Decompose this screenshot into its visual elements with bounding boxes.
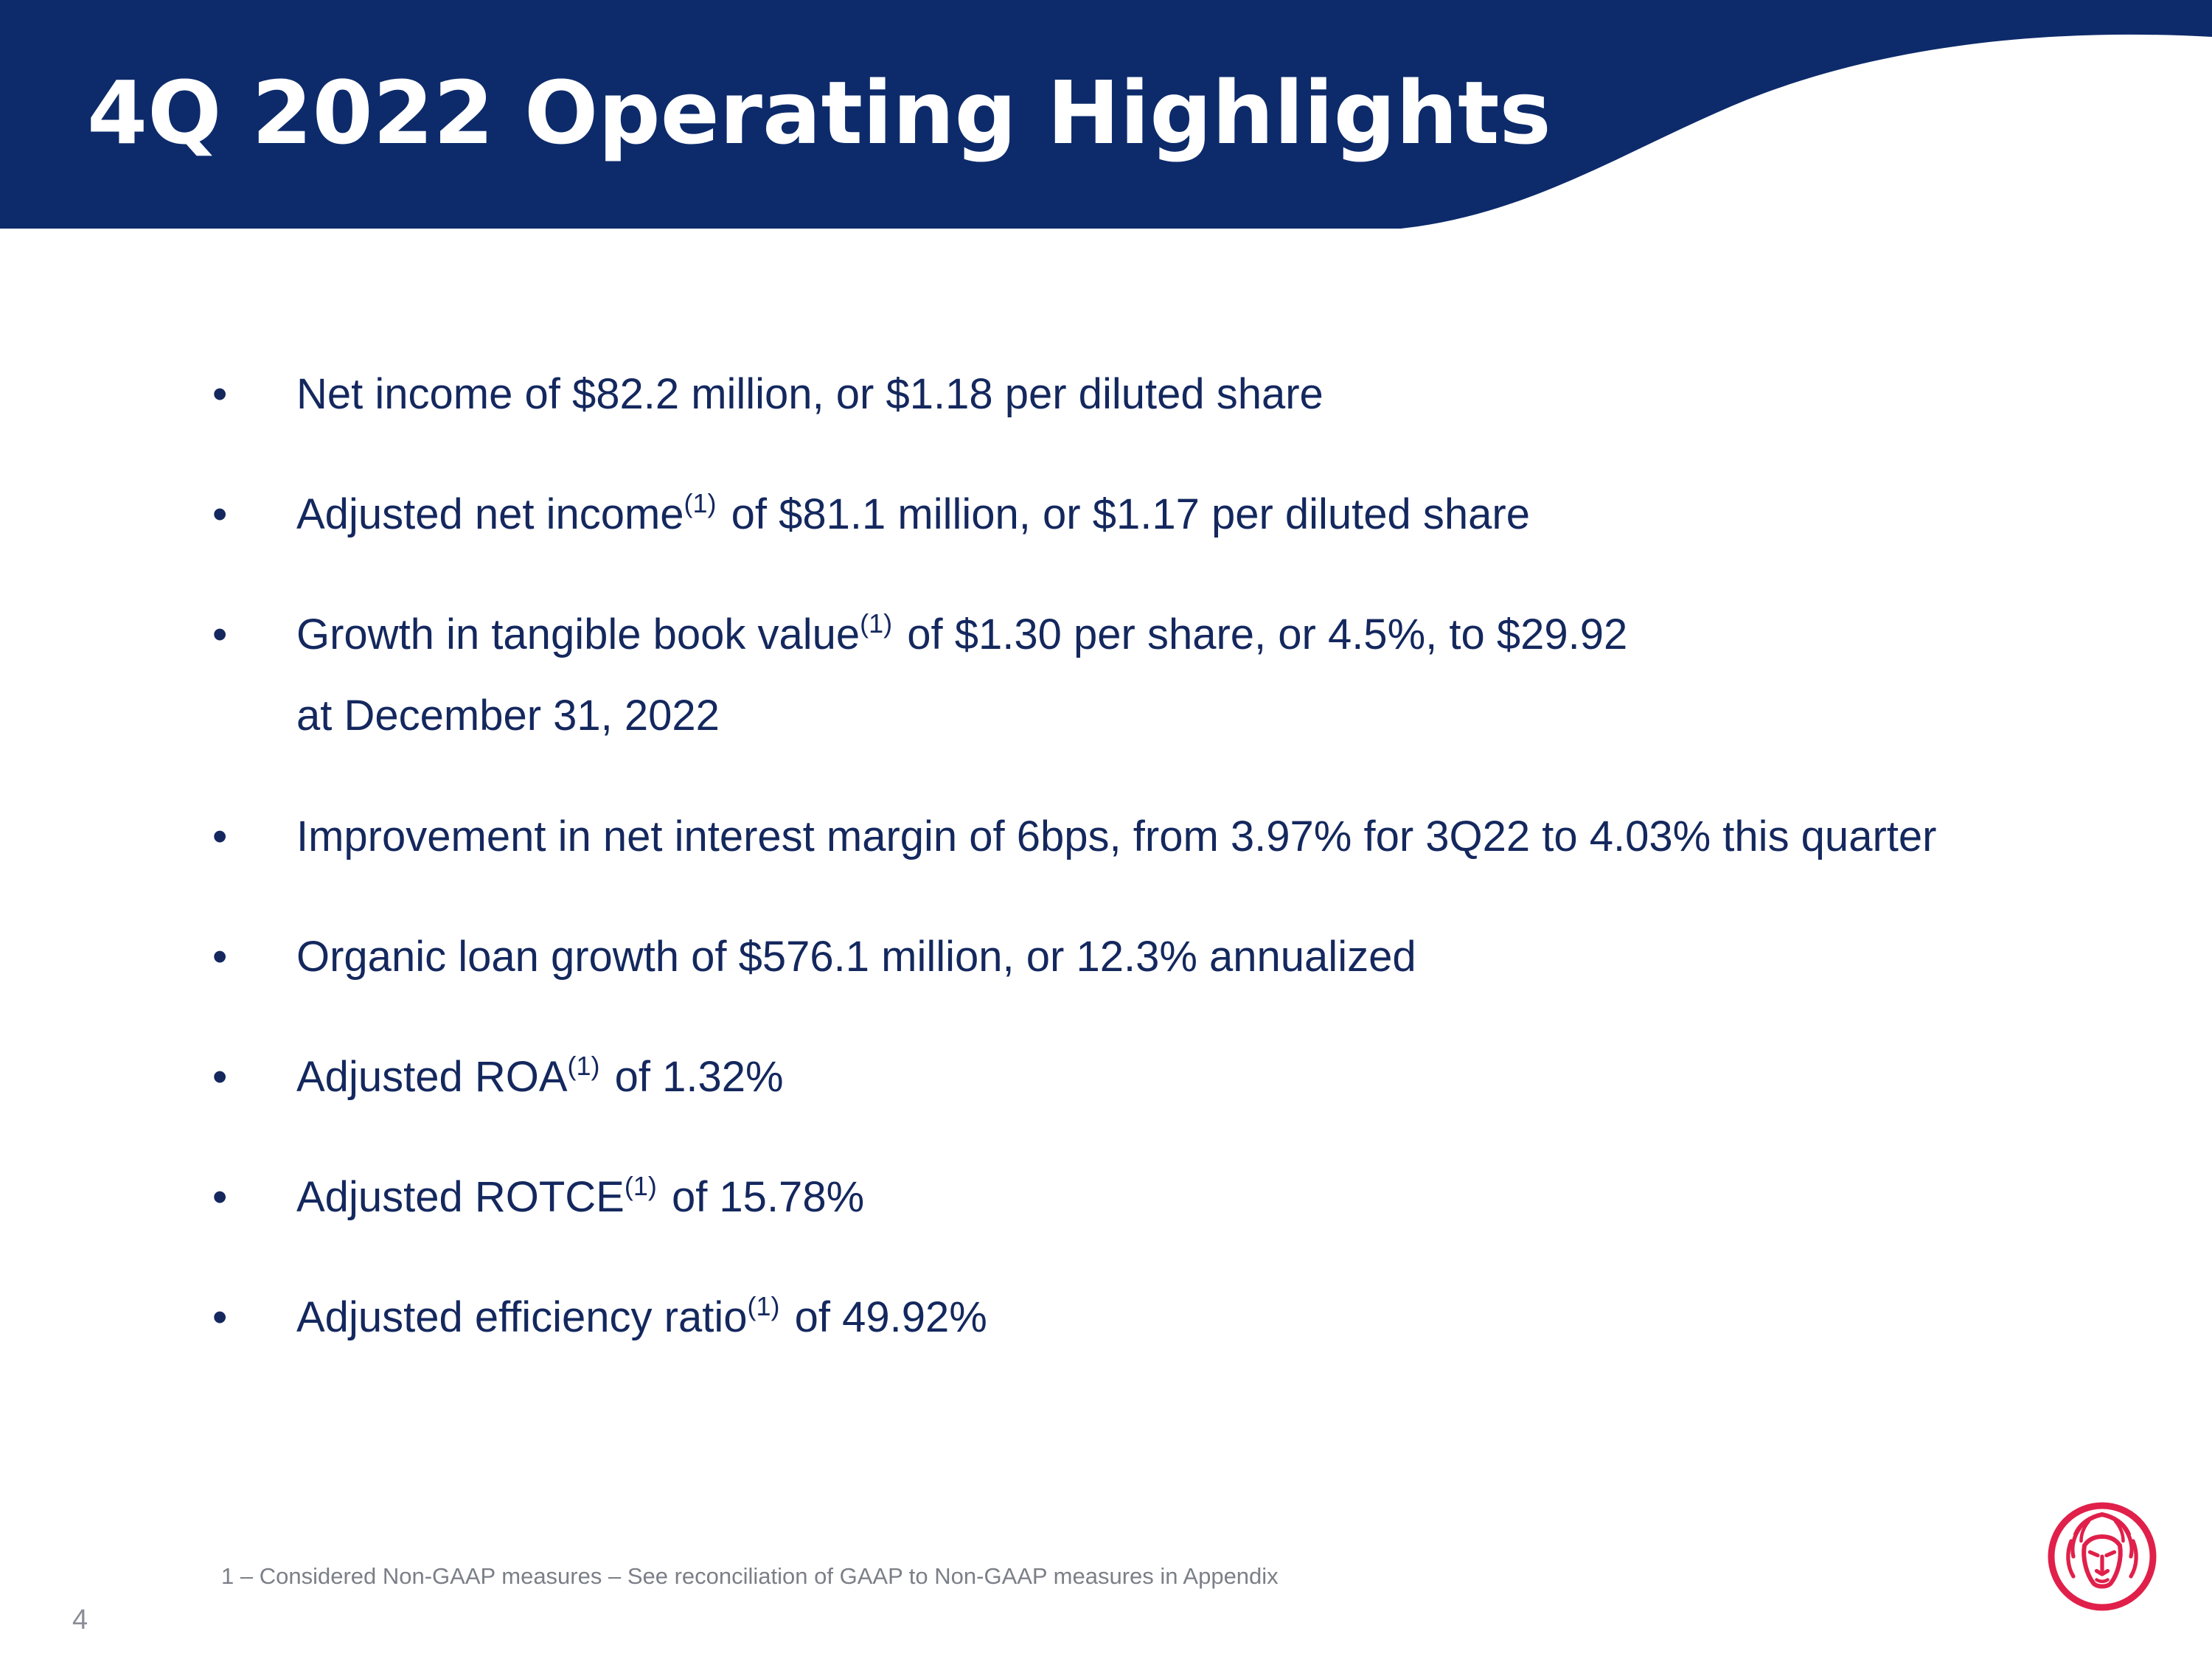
footnote-ref: (1): [747, 1291, 780, 1321]
bullet-icon: •: [212, 933, 228, 981]
highlights-list: • Net income of $82.2 million, or $1.18 …: [212, 370, 1937, 1363]
bullet-text: Net income of $82.2 million, or $1.18 pe…: [296, 370, 1324, 418]
bullet-text: Adjusted net income(1) of $81.1 million,…: [296, 474, 1530, 560]
bullet-text-post: of $1.30 per share, or 4.5%, to $29.92: [895, 611, 1628, 658]
footnote: 1 – Considered Non-GAAP measures – See r…: [221, 1563, 1279, 1589]
bullet-text-post: of 49.92%: [782, 1293, 987, 1341]
header-band: [0, 0, 2212, 229]
bullet-text: Organic loan growth of $576.1 million, o…: [296, 933, 1416, 981]
footnote-ref: (1): [624, 1171, 657, 1201]
bullet-text: Improvement in net interest margin of 6b…: [296, 813, 1937, 860]
bullet-icon: •: [212, 490, 228, 538]
bullet-icon: •: [212, 370, 228, 418]
slide-title: 4Q 2022 Operating Highlights: [87, 62, 1551, 164]
bullet-text-pre: Adjusted efficiency ratio: [296, 1293, 748, 1341]
page-number: 4: [72, 1604, 88, 1635]
bullet-text-pre: Adjusted net income: [296, 490, 684, 538]
bullet-text: Growth in tangible book value(1) of $1.3…: [296, 594, 1627, 681]
bullet-text-post: of 15.78%: [659, 1173, 865, 1221]
bullet-icon: •: [212, 813, 228, 860]
footnote-ref: (1): [567, 1051, 600, 1081]
bullet-text: Adjusted efficiency ratio(1) of 49.92%: [296, 1277, 987, 1363]
bullet-icon: •: [212, 1053, 228, 1101]
bullet-text-pre: Adjusted ROA: [296, 1053, 568, 1101]
bullet-text-post: of 1.32%: [602, 1053, 784, 1101]
bullet-icon: •: [212, 611, 228, 658]
bullet-text-pre: Adjusted ROTCE: [296, 1173, 625, 1221]
bullet-icon: •: [212, 1173, 228, 1221]
lion-head-icon: [2048, 1502, 2157, 1611]
bullet-text: Adjusted ROTCE(1) of 15.78%: [296, 1157, 864, 1243]
bullet-text-post: of $81.1 million, or $1.17 per diluted s…: [719, 490, 1530, 538]
bullet-icon: •: [212, 1293, 228, 1341]
bullet-text-continuation: at December 31, 2022: [296, 692, 720, 740]
footnote-ref: (1): [860, 608, 893, 639]
bullet-text-pre: Growth in tangible book value: [296, 611, 860, 658]
bullet-text: Adjusted ROA(1) of 1.32%: [296, 1037, 784, 1123]
footnote-ref: (1): [684, 488, 717, 518]
header-wave-shape: [0, 0, 2212, 229]
